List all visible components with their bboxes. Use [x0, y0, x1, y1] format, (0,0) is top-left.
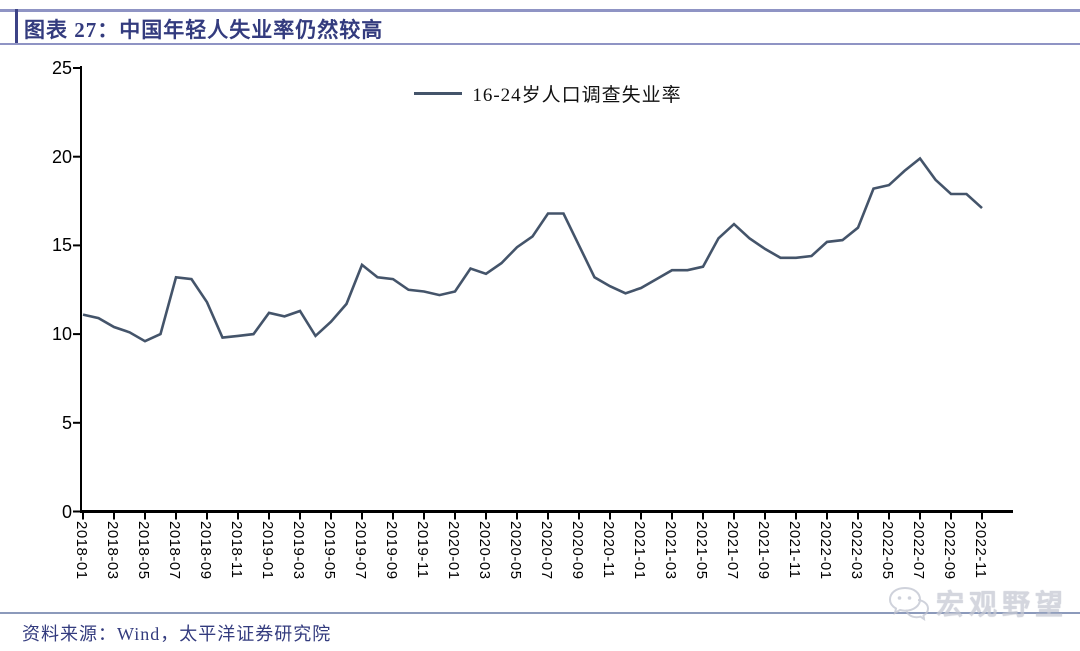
x-axis-tick-label: 2018-11 — [228, 521, 245, 579]
x-axis-tick-label: 2021-01 — [631, 521, 648, 580]
x-axis-tick-label: 2021-05 — [693, 521, 710, 580]
footer-rule — [0, 612, 1080, 614]
top-rule — [0, 9, 1080, 12]
y-axis-tick-label: 15 — [51, 235, 72, 256]
x-axis-tick-label: 2020-03 — [476, 521, 493, 580]
x-axis-tick-label: 2022-09 — [941, 521, 958, 580]
y-axis-tick-label: 10 — [51, 324, 72, 345]
x-axis-tick-label: 2018-03 — [104, 521, 121, 580]
x-axis-tick-label: 2018-09 — [197, 521, 214, 580]
x-axis-tick-label: 2020-11 — [600, 521, 617, 579]
x-axis-tick-label: 2021-09 — [755, 521, 772, 580]
x-axis-tick-label: 2022-11 — [972, 521, 989, 579]
x-axis-tick-label: 2019-05 — [321, 521, 338, 580]
y-axis-tick-label: 5 — [61, 412, 72, 433]
x-axis-tick-label: 2019-03 — [290, 521, 307, 580]
x-axis-tick-label: 2019-09 — [383, 521, 400, 580]
title-left-connector — [15, 9, 18, 45]
x-axis-tick-label: 2019-07 — [352, 521, 369, 580]
x-axis-tick-label: 2018-05 — [135, 521, 152, 580]
series-line-16-24-unemployment — [82, 156, 983, 343]
legend-series-label: 16-24岁人口调查失业率 — [472, 85, 682, 106]
y-axis-tick-label: 25 — [51, 58, 72, 78]
x-axis-tick-label: 2021-07 — [724, 521, 741, 580]
x-axis-tick-label: 2018-07 — [166, 521, 183, 580]
x-axis-tick-label: 2022-03 — [848, 521, 865, 580]
x-axis-tick-label: 2020-09 — [569, 521, 586, 580]
x-axis-tick-label: 2022-07 — [910, 521, 927, 580]
x-axis-tick-label: 2020-05 — [507, 521, 524, 580]
watermark: 宏观野望 — [888, 583, 1068, 623]
y-axis-tick-label: 0 — [61, 501, 72, 522]
wechat-icon — [888, 586, 930, 621]
source-note: 资料来源：Wind，太平洋证券研究院 — [22, 624, 332, 644]
x-axis-tick-label: 2019-11 — [414, 521, 431, 579]
x-axis-tick-label: 2018-01 — [73, 521, 90, 580]
chart-figure-title: 图表 27：中国年轻人失业率仍然较高 — [24, 18, 384, 42]
x-axis-tick-label: 2019-01 — [259, 521, 276, 580]
x-axis-tick-label: 2020-01 — [445, 521, 462, 580]
title-underline-rule — [0, 43, 1080, 45]
x-axis-tick-label: 2020-07 — [538, 521, 555, 580]
y-axis-tick-label: 20 — [51, 146, 72, 167]
x-axis-tick-label: 2021-11 — [786, 521, 803, 579]
legend-line-swatch — [414, 92, 463, 95]
x-axis-tick-label: 2022-01 — [817, 521, 834, 580]
x-axis-tick-label: 2021-03 — [662, 521, 679, 580]
legend: 16-24岁人口调查失业率 — [83, 80, 1013, 107]
watermark-label: 宏观野望 — [936, 590, 1069, 621]
x-axis-tick-label: 2022-05 — [879, 521, 896, 580]
